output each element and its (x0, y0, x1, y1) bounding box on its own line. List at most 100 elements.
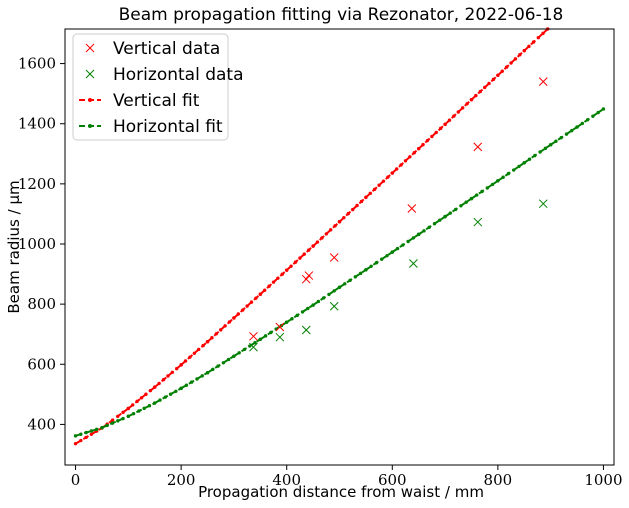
fit-point-dot (298, 256, 302, 260)
fit-point-dot (135, 399, 139, 404)
fit-point-dot (121, 416, 125, 421)
fit-point-dot (189, 380, 194, 384)
data-point-x-marker (301, 274, 311, 284)
fit-point-dot (221, 361, 226, 365)
data-point-x-marker (538, 199, 548, 209)
fit-point-dot (465, 102, 469, 106)
fit-point-dot (456, 110, 460, 114)
fit-point-dot (482, 85, 487, 90)
chart-title: Beam propagation fitting via Rezonator, … (119, 5, 564, 25)
fit-point-dot (343, 282, 347, 286)
fit-point-dot (263, 288, 267, 292)
y-tick-label: 1200 (18, 175, 56, 193)
fit-point-dot (311, 303, 315, 307)
fit-point-dot (121, 410, 125, 415)
fit-point-dot (358, 271, 363, 276)
fit-point-dot (399, 163, 403, 167)
fit-point-dot (596, 110, 600, 115)
fit-point-dot (232, 354, 236, 358)
fit-point-dot (166, 374, 170, 378)
fit-point-dot (195, 377, 199, 381)
fit-point-dot (337, 285, 342, 289)
legend-entry: Vertical fit (79, 91, 200, 111)
x-axis: 0 200 400 600 800 1000 (71, 465, 623, 489)
fit-point-dot (311, 244, 315, 248)
fit-point-dot (485, 186, 490, 190)
fit-point-dot (285, 268, 289, 272)
fit-point-dot (170, 370, 175, 374)
fit-point-dot (241, 308, 245, 312)
fit-point-dot (232, 316, 236, 320)
fit-point-dot (89, 429, 94, 433)
fit-point-dot (453, 207, 458, 212)
fit-point-dot (372, 187, 377, 191)
fit-point-dot (179, 363, 183, 367)
fit-point-dot (253, 340, 257, 345)
fit-point-dot (258, 292, 263, 296)
fit-point-dot (491, 77, 496, 82)
fit-point-dot (496, 73, 500, 78)
fit-point-dot (346, 211, 350, 216)
marker-stroke (538, 199, 548, 209)
marker-stroke (329, 301, 339, 311)
fit-point-dot (237, 351, 241, 355)
fit-point-dot (248, 344, 252, 348)
marker-stroke (329, 253, 339, 262)
fit-point-dot (359, 199, 364, 204)
fit-point-dot (183, 359, 188, 363)
data-point-x-marker (275, 332, 285, 342)
fit-point-dot (538, 150, 542, 154)
fit-point-dot (464, 200, 468, 204)
fit-point-dot (369, 264, 373, 269)
marker-stroke (249, 331, 258, 341)
fit-point-dot (327, 292, 331, 297)
fit-point-dot (100, 426, 104, 430)
fit-point-dot (300, 310, 305, 314)
fit-point-dot (337, 220, 342, 224)
fit-point-dot (223, 324, 227, 328)
fit-point-dot (226, 357, 231, 362)
x-tick-label: 0 (71, 471, 81, 489)
fit-point-dot (157, 381, 161, 386)
fit-point-dot (219, 328, 223, 332)
fit-point-dot (188, 355, 192, 359)
fit-point-dot (258, 337, 263, 342)
fit-point-dot (342, 215, 346, 220)
fit-point-dot (153, 401, 157, 405)
fit-point-dot (443, 214, 447, 219)
fit-point-dot (527, 44, 531, 49)
fit-point-dot (412, 151, 416, 155)
fit-point-dot (531, 40, 536, 44)
marker-stroke (275, 322, 285, 332)
fit-point-dot (570, 128, 574, 133)
fit-point-dot (79, 438, 83, 443)
fit-point-dot (245, 304, 249, 308)
fit-point-dot (580, 121, 585, 126)
fit-point-dot (84, 435, 88, 440)
fit-point-dot (585, 118, 590, 122)
fit-point-dot (522, 161, 526, 165)
fit-point-dot (522, 48, 526, 53)
fit-point-dot (329, 228, 333, 232)
marker-stroke (409, 259, 418, 268)
x-tick-label: 800 (484, 471, 513, 489)
fit-point-dot (227, 320, 232, 324)
marker-stroke (275, 332, 285, 342)
fit-point-dot (148, 388, 153, 393)
marker-stroke (538, 77, 548, 86)
fit-point-dot (192, 351, 197, 355)
fit-point-dot (302, 252, 307, 256)
fit-point-dot (517, 164, 521, 169)
fit-point-dot (427, 225, 431, 229)
fit-point-dot (293, 260, 298, 264)
fit-point-dot (110, 418, 115, 422)
fit-point-dot (73, 441, 78, 446)
x-axis-label: Propagation distance from waist / mm (198, 483, 484, 501)
legend-entry: Horizontal data (85, 65, 244, 85)
fit-point-dot (408, 155, 412, 159)
fit-point-dot (126, 414, 131, 418)
fit-point-dot (84, 430, 88, 435)
data-point-x-marker (329, 253, 339, 262)
fit-point-dot (512, 168, 516, 172)
fit-point-dot (139, 396, 144, 400)
